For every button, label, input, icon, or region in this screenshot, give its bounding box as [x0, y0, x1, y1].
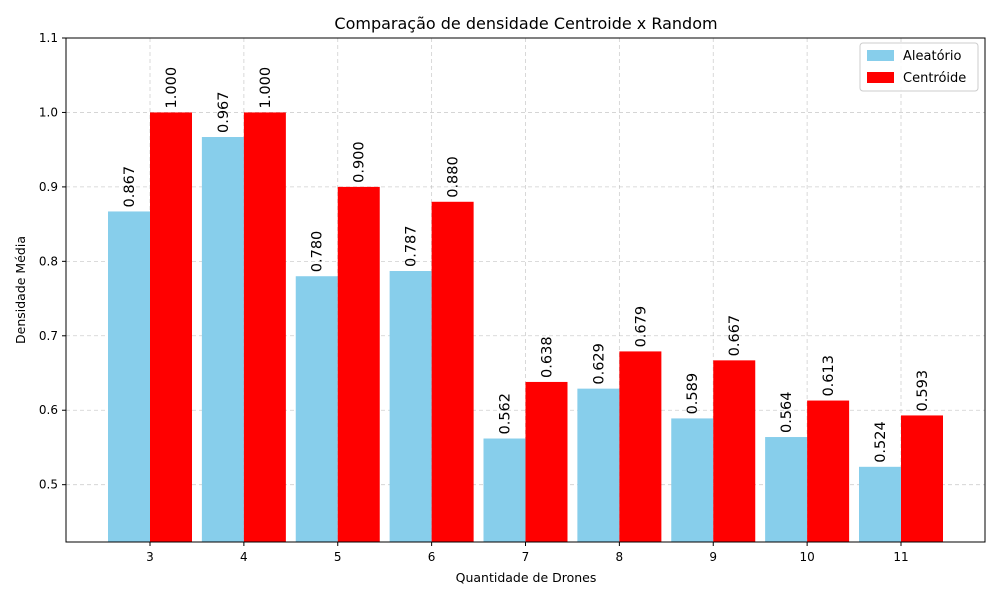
bar-value-label: 0.787 [404, 226, 420, 268]
y-tick-label: 0.6 [39, 403, 58, 417]
legend-label: Centróide [903, 71, 966, 86]
legend-label: Aleatório [903, 49, 961, 64]
x-axis-label: Quantidade de Drones [456, 570, 597, 585]
y-axis-label: Densidade Média [13, 236, 28, 344]
bar-value-label: 0.780 [310, 231, 326, 273]
bar-value-label: 0.867 [122, 166, 138, 208]
bar-centroide [243, 112, 286, 543]
bar-value-label: 0.589 [685, 373, 701, 415]
x-tick-label: 9 [709, 550, 717, 564]
bar-centroide [807, 400, 850, 542]
y-tick-label: 1.0 [39, 105, 58, 119]
value-labels: 0.867 0.967 0.780 0.787 0.562 0.629 0.589 0.564… [122, 67, 931, 463]
x-tick-label: 11 [893, 550, 908, 564]
legend-swatch [867, 72, 894, 83]
bar-value-label: 0.629 [591, 343, 607, 385]
x-tick-label: 10 [799, 550, 814, 564]
bar-value-label: 1.000 [164, 67, 180, 109]
x-axis: 3 4 5 6 7 8 9 10 11 [146, 542, 909, 564]
bar-value-label: 0.638 [540, 336, 556, 378]
bar-aleatorio [671, 418, 714, 542]
bar-value-label: 0.667 [727, 315, 743, 357]
bar-centroide [901, 415, 943, 542]
x-tick-label: 4 [240, 550, 248, 564]
bar-value-label: 0.679 [633, 306, 649, 348]
x-tick-label: 3 [146, 550, 154, 564]
bar-aleatorio [859, 466, 901, 542]
bar-aleatorio [577, 388, 620, 542]
x-tick-label: 8 [616, 550, 624, 564]
bar-value-label: 0.900 [352, 141, 368, 183]
bar-centroide [337, 186, 380, 543]
bar-value-label: 1.000 [258, 67, 274, 109]
bar-aleatorio [483, 438, 526, 542]
bar-aleatorio [108, 211, 150, 542]
bar-value-label: 0.967 [216, 91, 232, 133]
x-tick-label: 6 [428, 550, 436, 564]
chart-title: Comparação de densidade Centroide x Rand… [334, 14, 717, 33]
bar-centroide [713, 360, 756, 542]
bar-aleatorio [765, 437, 808, 542]
legend-swatch [867, 50, 894, 61]
bar-aleatorio [389, 271, 432, 542]
x-tick-label: 5 [334, 550, 342, 564]
bar-centroide [150, 112, 192, 543]
y-tick-label: 0.5 [39, 478, 58, 492]
legend: Aleatório Centróide [859, 42, 979, 92]
bar-value-label: 0.593 [915, 370, 931, 412]
bar-aleatorio [295, 276, 338, 542]
bar-value-label: 0.564 [779, 392, 795, 434]
y-tick-label: 0.9 [39, 180, 58, 194]
bar-centroide [525, 381, 568, 542]
bar-value-label: 0.524 [873, 421, 889, 463]
bar-centroide [431, 201, 474, 543]
bar-value-label: 0.880 [446, 156, 462, 198]
y-tick-label: 1.1 [39, 31, 58, 45]
bar-value-label: 0.562 [498, 393, 514, 435]
bar-aleatorio [201, 137, 244, 542]
bar-centroide [619, 351, 662, 542]
x-tick-label: 7 [522, 550, 530, 564]
y-tick-label: 0.7 [39, 329, 58, 343]
bar-value-label: 0.613 [821, 355, 837, 397]
bars [108, 112, 943, 543]
y-tick-label: 0.8 [39, 254, 58, 268]
y-axis: 0.5 0.6 0.7 0.8 0.9 1.0 1.1 [39, 31, 66, 492]
